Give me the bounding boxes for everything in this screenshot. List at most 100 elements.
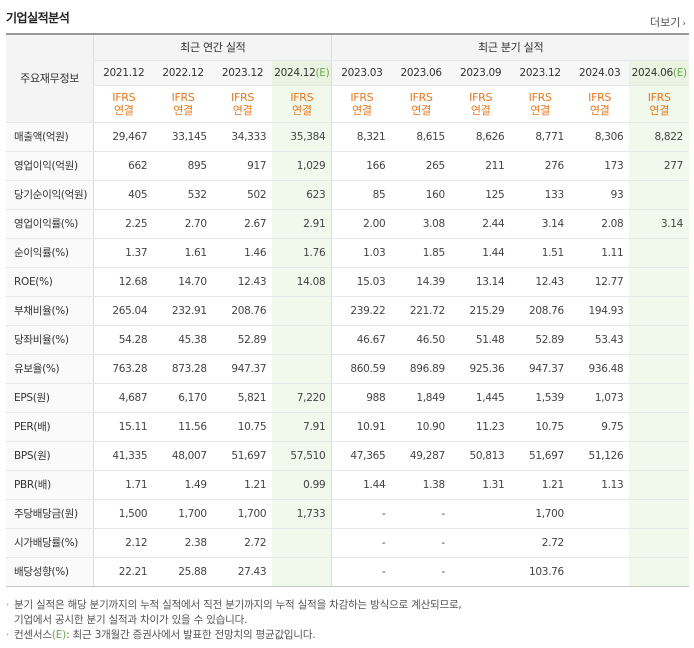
row-label: 시가배당률(%) — [6, 528, 94, 558]
table-cell: 221.72 — [391, 295, 451, 326]
row-label: EPS(원) — [6, 382, 94, 413]
quarterly-group-header: 최근 분기 실적 — [331, 33, 689, 61]
table-cell: 93 — [569, 180, 630, 210]
table-row: BPS(원) 41,335 48,007 51,697 57,510 47,365 49,2… — [6, 441, 689, 471]
table-cell: 52.89 — [510, 325, 570, 355]
table-cell: 1.37 — [93, 238, 154, 268]
table-cell: 11.23 — [450, 412, 511, 442]
table-cell: 277 — [629, 151, 689, 181]
period-header: 2021.12 — [93, 60, 154, 86]
table-cell — [629, 267, 689, 297]
table-cell: 85 — [331, 180, 392, 210]
table-cell: - — [331, 557, 392, 587]
table-cell: 14.08 — [272, 267, 332, 297]
table-cell — [569, 498, 630, 529]
more-link[interactable]: 더보기 › — [650, 14, 686, 30]
basis-header-row: IFRS 연결 IFRS 연결 IFRS 연결 IFRS 연결 IFRS 연결 IFRS 연결 IFRS… — [6, 85, 689, 123]
table-cell: 48,007 — [153, 441, 213, 471]
table-cell: 947.37 — [212, 354, 273, 384]
table-cell: 1.44 — [450, 238, 511, 268]
row-label-header: 주요재무정보 — [6, 33, 94, 123]
table-cell: 1.38 — [391, 470, 451, 500]
table-cell — [272, 528, 332, 558]
table-row: PER(배) 15.11 11.56 10.75 7.91 10.91 10.90 11.23… — [6, 412, 689, 442]
table-cell — [629, 412, 689, 442]
table-cell: 53.43 — [569, 325, 630, 355]
table-cell: 46.67 — [331, 325, 392, 355]
row-label: 당기순이익(억원) — [6, 180, 94, 210]
table-cell: 2.70 — [153, 208, 213, 239]
period-header: 2024.03 — [569, 60, 630, 86]
table-cell: 103.76 — [510, 557, 570, 587]
table-cell: 873.28 — [153, 354, 213, 384]
table-cell: 1.44 — [331, 470, 392, 500]
table-cell: 8,321 — [331, 122, 392, 152]
table-cell: 1.21 — [510, 470, 570, 500]
period-header: 2023.06 — [391, 60, 451, 86]
table-cell: 125 — [450, 180, 511, 210]
table-cell: 215.29 — [450, 295, 511, 326]
table-cell: 29,467 — [93, 122, 154, 152]
table-cell: 41,335 — [93, 441, 154, 471]
table-cell: 1.11 — [569, 238, 630, 268]
table-cell: 917 — [212, 151, 273, 181]
table-cell: 1,700 — [212, 498, 273, 529]
table-row: ROE(%) 12.68 14.70 12.43 14.08 15.03 14.39 13.1… — [6, 267, 689, 297]
period-header: 2024.06(E) — [629, 60, 689, 86]
table-cell: 2.25 — [93, 208, 154, 239]
table-cell: 160 — [391, 180, 451, 210]
table-cell — [272, 354, 332, 384]
row-label: PER(배) — [6, 412, 94, 442]
table-row: 영업이익률(%) 2.25 2.70 2.67 2.91 2.00 3.08 2.44 3.14… — [6, 208, 689, 239]
table-cell — [450, 528, 511, 558]
table-cell: 925.36 — [450, 354, 511, 384]
table-cell: 50,813 — [450, 441, 511, 471]
table-cell: 12.77 — [569, 267, 630, 297]
table-cell: 895 — [153, 151, 213, 181]
period-header: 2023.09 — [450, 60, 511, 86]
footnote-item: · 분기 실적은 해당 분기까지의 누적 실적에서 직전 분기까지의 누적 실적을… — [6, 598, 688, 613]
table-cell — [629, 528, 689, 558]
table-cell: 2.12 — [93, 528, 154, 558]
table-cell: 27.43 — [212, 557, 273, 587]
table-cell: 265.04 — [93, 295, 154, 326]
table-cell: 2.67 — [212, 208, 273, 239]
table-cell — [629, 441, 689, 471]
table-cell: 3.14 — [510, 208, 570, 239]
table-cell: 51,697 — [212, 441, 273, 471]
table-cell: 10.75 — [212, 412, 273, 442]
table-cell: 13.14 — [450, 267, 511, 297]
table-cell — [450, 557, 511, 587]
table-cell: 12.43 — [212, 267, 273, 297]
period-header: 2022.12 — [153, 60, 213, 86]
table-cell: 8,306 — [569, 122, 630, 152]
table-cell: - — [331, 528, 392, 558]
table-cell: 1,500 — [93, 498, 154, 529]
table-cell: - — [391, 557, 451, 587]
table-cell: 8,771 — [510, 122, 570, 152]
table-cell — [272, 325, 332, 355]
table-cell: 14.70 — [153, 267, 213, 297]
table-cell: 133 — [510, 180, 570, 210]
table-cell: 5,821 — [212, 382, 273, 413]
table-cell: 211 — [450, 151, 511, 181]
annual-group-header: 최근 연간 실적 — [93, 33, 332, 61]
table-cell: 25.88 — [153, 557, 213, 587]
table-cell: - — [331, 498, 392, 529]
basis-header: IFRS 연결 — [153, 85, 213, 123]
table-cell: 57,510 — [272, 441, 332, 471]
table-cell: - — [391, 528, 451, 558]
table-cell — [272, 557, 332, 587]
table-row: 당좌비율(%) 54.28 45.38 52.89 46.67 46.50 51.48 52.… — [6, 325, 689, 355]
table-cell: 1,073 — [569, 382, 630, 413]
table-cell: 15.11 — [93, 412, 154, 442]
table-cell — [629, 382, 689, 413]
table-row: 당기순이익(억원) 405 532 502 623 85 160 125 133 93 — [6, 180, 689, 210]
period-header: 2024.12(E) — [272, 60, 332, 86]
table-cell: 208.76 — [212, 295, 273, 326]
table-cell: 15.03 — [331, 267, 392, 297]
table-cell: 763.28 — [93, 354, 154, 384]
table-cell: 46.50 — [391, 325, 451, 355]
row-label: 당좌비율(%) — [6, 325, 94, 355]
table-cell: 276 — [510, 151, 570, 181]
